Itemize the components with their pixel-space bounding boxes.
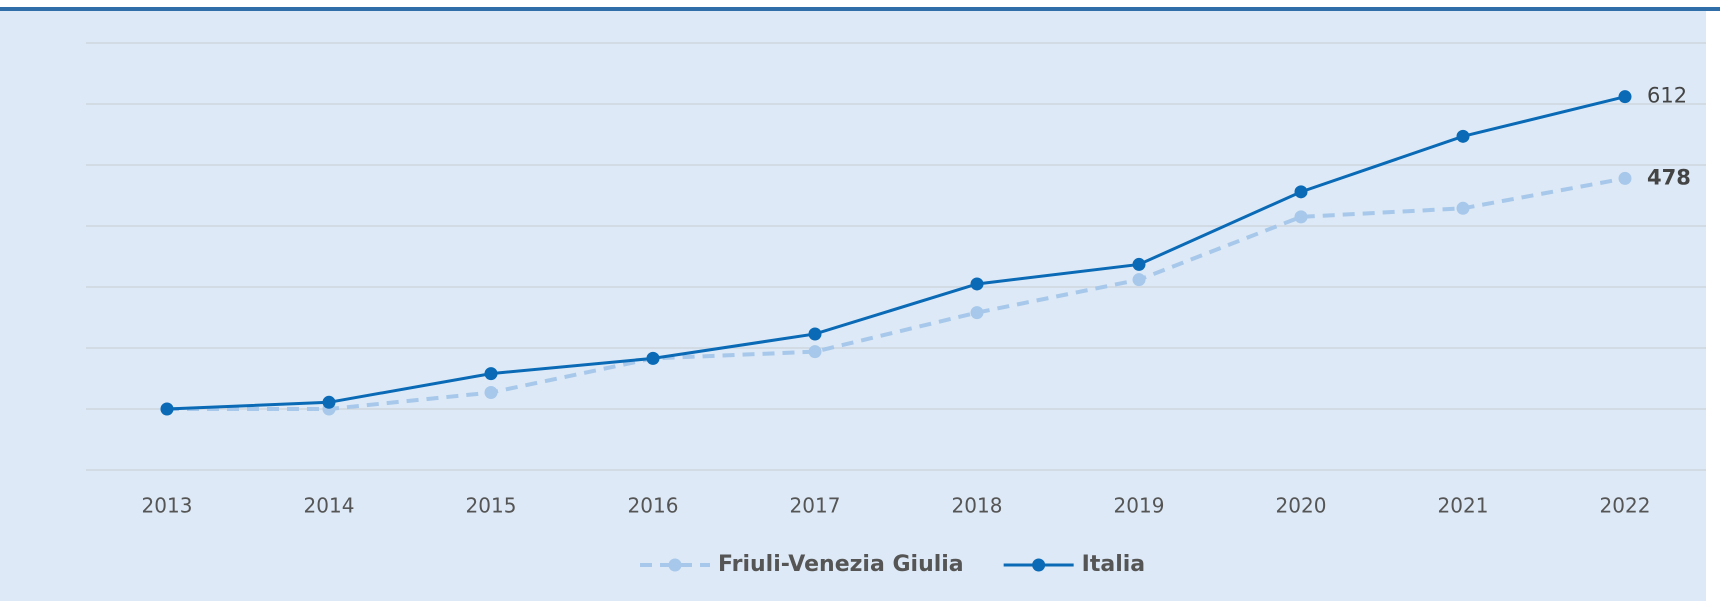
point xyxy=(970,306,984,320)
point xyxy=(1618,171,1632,185)
legend-marker xyxy=(1032,558,1046,572)
top-border xyxy=(0,7,1720,11)
series-line xyxy=(167,176,1626,411)
series-line xyxy=(166,95,1626,411)
x-tick-label: 2020 xyxy=(1276,494,1327,518)
end-label: 612 xyxy=(1647,84,1687,108)
x-tick-label: 2016 xyxy=(628,494,679,518)
legend-label: Friuli-Venezia Giulia xyxy=(718,552,964,577)
x-tick-label: 2013 xyxy=(142,494,193,518)
point xyxy=(1294,210,1308,224)
legend-marker xyxy=(668,558,682,572)
point xyxy=(484,386,498,400)
chart-background xyxy=(0,9,1706,601)
x-tick-label: 2015 xyxy=(466,494,517,518)
end-label: 478 xyxy=(1647,165,1691,189)
x-tick-label: 2018 xyxy=(952,494,1003,518)
x-tick-label: 2022 xyxy=(1600,494,1651,518)
point xyxy=(1618,90,1632,104)
point xyxy=(1294,185,1308,199)
point xyxy=(1132,257,1146,271)
point xyxy=(970,277,984,291)
point xyxy=(808,345,822,359)
point xyxy=(808,327,822,341)
point xyxy=(646,351,660,365)
x-tick-label: 2021 xyxy=(1438,494,1489,518)
point xyxy=(322,395,336,409)
legend-label: Italia xyxy=(1082,552,1145,577)
point xyxy=(1456,129,1470,143)
point xyxy=(484,367,498,381)
point xyxy=(1456,201,1470,215)
point xyxy=(160,402,174,416)
x-tick-label: 2014 xyxy=(304,494,355,518)
point xyxy=(1132,273,1146,287)
x-tick-label: 2019 xyxy=(1114,494,1165,518)
x-tick-label: 2017 xyxy=(790,494,841,518)
